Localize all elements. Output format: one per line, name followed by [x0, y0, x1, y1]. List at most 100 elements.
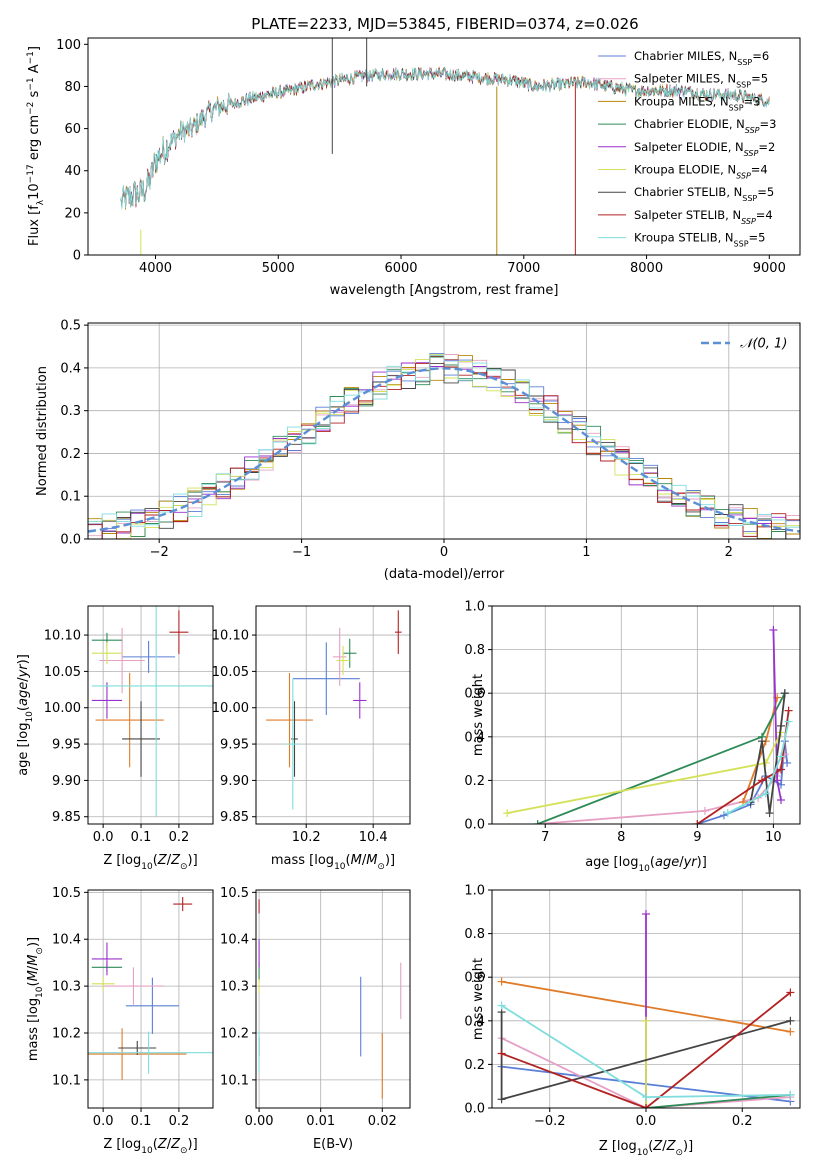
y-tick-label: 10.1	[220, 1073, 249, 1088]
error-bar-point	[122, 701, 160, 777]
y-axis-label: mass weight	[471, 674, 486, 756]
gaussian-curve	[88, 367, 800, 533]
x-axis-label: wavelength [Angstrom, rest frame]	[330, 283, 559, 298]
y-tick-label: 0	[73, 249, 81, 264]
axis-label: Z [log10(Z/Z⊙)]	[599, 1139, 693, 1158]
panel-residuals: −2 −1 0 1 2 0.0 0.1 0.2 0.3 0.4 0.5 𝒩(0, 1) (data-mo…	[35, 319, 801, 582]
x-tick-label: 0.0	[636, 1114, 657, 1129]
axis-label: age [log10(age/yr)]	[16, 654, 35, 776]
legend-label: Salpeter MILES, NSSP=5	[634, 72, 768, 90]
error-bar-point	[91, 642, 123, 665]
y-tick-label: 0.5	[60, 319, 81, 334]
y-tick-label: 0.2	[464, 1058, 485, 1073]
x-tick-label: −0.2	[534, 1114, 566, 1129]
x-tick-label: 7000	[507, 261, 540, 276]
x-tick-label: 0	[440, 545, 448, 560]
panel-mass_vs_Z: 0.0 0.1 0.2 10.1 10.2 10.3 10.4 10.5 Z [log10(Z/…	[26, 886, 214, 1156]
legend-label: Salpeter ELODIE, NSSP=2	[634, 140, 775, 158]
y-tick-label: 10.2	[52, 1026, 81, 1041]
y-tick-label: 10.4	[52, 933, 81, 948]
legend: Chabrier MILES, NSSP=6 Salpeter MILES, NS…	[598, 49, 776, 248]
y-tick-label: 0.8	[464, 927, 485, 942]
y-tick-label: 20	[64, 206, 81, 221]
y-tick-label: 10.5	[52, 886, 81, 901]
panel-age_vs_Z: 0.0 0.1 0.2 9.85 9.90 9.95 10.00 10.05 10.10 Z [l…	[16, 605, 214, 872]
histogram-series	[88, 354, 800, 539]
plot-area	[497, 909, 795, 1108]
legend-label: Kroupa ELODIE, NSSP=4	[634, 163, 768, 181]
x-tick-label: 0.2	[169, 830, 190, 845]
error-bar-point	[286, 678, 300, 810]
y-tick-label: 0.6	[464, 687, 485, 702]
x-tick-label: 0.2	[732, 1114, 753, 1129]
axis-label: age [log10(age/yr)]	[585, 855, 707, 874]
axis-label: Z [log10(Z/Z⊙)]	[103, 1137, 197, 1156]
y-tick-label: 9.90	[220, 774, 249, 789]
axes-frame	[87, 37, 801, 256]
error-bar-point	[91, 682, 123, 719]
legend-label: Chabrier ELODIE, NSSP=3	[634, 117, 776, 135]
error-bar-point	[122, 640, 176, 673]
axis-label: Z [log10(Z/Z⊙)]	[103, 853, 197, 872]
x-tick-label: 9	[693, 830, 701, 845]
plot-area	[88, 897, 213, 1080]
y-tick-label: 9.85	[52, 810, 81, 825]
mass-weight-series	[497, 988, 795, 1108]
y-tick-label: 1.0	[464, 600, 485, 615]
error-bar-point	[169, 610, 189, 654]
y-tick-label: 9.90	[52, 774, 81, 789]
y-tick-label: 80	[64, 80, 81, 95]
error-bar-point	[266, 672, 313, 768]
x-tick-label: 0.0	[93, 1114, 114, 1129]
axis-label: E(B-V)	[313, 1137, 353, 1152]
error-bar-point	[336, 645, 350, 676]
y-tick-label: 10.05	[212, 665, 249, 680]
figure-title: PLATE=2233, MJD=53845, FIBERID=0374, z=0…	[251, 15, 638, 33]
error-bar-point	[91, 976, 115, 991]
y-tick-label: 0.3	[60, 404, 81, 419]
panel-massweight_vs_age: 7 8 9 10 0.0 0.2 0.4 0.6 0.8 1.0 age [log10(age/yr…	[464, 600, 801, 874]
axes-frame	[87, 889, 214, 1109]
y-tick-label: 0.8	[464, 643, 485, 658]
error-bar-point	[99, 627, 145, 694]
legend-label: Chabrier MILES, NSSP=6	[634, 49, 769, 67]
plot-area	[503, 625, 793, 824]
x-tick-label: 0.0	[93, 830, 114, 845]
x-tick-label: 9000	[753, 261, 786, 276]
legend-label: Salpeter STELIB, NSSP=4	[634, 208, 773, 226]
y-tick-label: 0.6	[464, 971, 485, 986]
x-tick-label: 8	[617, 830, 625, 845]
axis-label: mass [log10(M/M⊙)]	[271, 853, 395, 872]
x-axis-label: (data-model)/error	[384, 567, 505, 582]
y-tick-label: 9.95	[220, 738, 249, 753]
axes-frame	[491, 605, 801, 825]
y-axis-label: mass weight	[471, 958, 486, 1040]
y-tick-label: 10.05	[44, 665, 81, 680]
y-tick-label: 0.4	[60, 361, 81, 376]
y-tick-label: 0.4	[464, 730, 485, 745]
axes-frame	[87, 605, 214, 825]
y-tick-label: 10.10	[44, 629, 81, 644]
plot-area	[120, 38, 770, 255]
error-bar-point	[91, 606, 213, 817]
y-tick-label: 0.0	[464, 818, 485, 833]
y-tick-label: 9.95	[52, 738, 81, 753]
x-tick-label: 0.00	[245, 1114, 274, 1129]
axes-frame	[255, 605, 411, 825]
y-tick-label: 0.0	[60, 533, 81, 548]
x-tick-label: −1	[292, 545, 311, 560]
panel-age_vs_mass: 10.2 10.4 9.85 9.90 9.95 10.00 10.05 10.10 mass …	[212, 605, 411, 872]
y-tick-label: 10.5	[220, 886, 249, 901]
plot-area	[88, 353, 800, 539]
x-tick-label: 0.01	[306, 1114, 335, 1129]
y-tick-label: 9.85	[220, 810, 249, 825]
x-tick-label: 2	[725, 545, 733, 560]
plot-area	[91, 606, 213, 817]
x-tick-label: 7	[541, 830, 549, 845]
y-tick-label: 1.0	[464, 884, 485, 899]
y-tick-label: 0.1	[60, 490, 81, 505]
x-tick-label: −2	[150, 545, 169, 560]
error-bar-point	[333, 627, 347, 686]
y-tick-label: 0.4	[464, 1014, 485, 1029]
